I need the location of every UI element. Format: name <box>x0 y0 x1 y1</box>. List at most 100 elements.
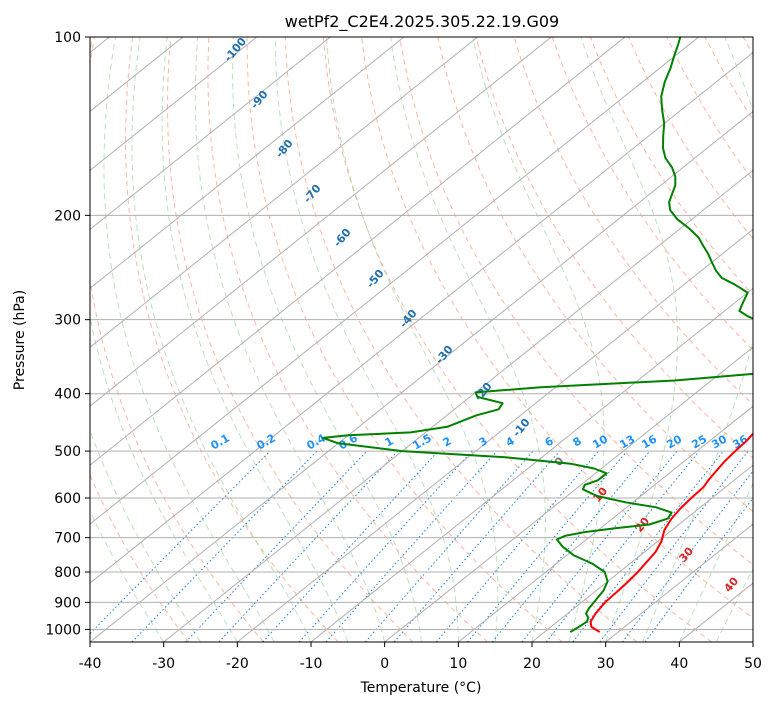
mixing-ratio-label: 1 <box>383 434 396 449</box>
mixing-ratio-line <box>90 450 271 635</box>
moist-adiabat-line <box>194 37 386 642</box>
dry-adiabat-line <box>246 37 563 642</box>
moist-adiabat-line <box>390 37 546 642</box>
y-tick-label: 300 <box>54 313 81 329</box>
profiles <box>321 37 753 633</box>
mixing-ratio-label: 1.5 <box>411 431 434 452</box>
isotherm-line <box>384 346 753 642</box>
dry-adiabat-line <box>0 37 4 642</box>
mixing-ratio-lines <box>90 450 753 642</box>
moist-adiabat-line <box>90 37 238 642</box>
mixing-ratio-line <box>185 450 368 642</box>
mixing-ratio-line <box>436 450 599 642</box>
isotherm-line <box>310 287 753 642</box>
isotherm-line <box>90 37 552 407</box>
mixing-ratio-label: 20 <box>664 432 684 451</box>
x-tick-label: -30 <box>152 656 175 672</box>
dry-adiabat-line <box>437 37 753 513</box>
dry-adiabat-line <box>124 37 339 642</box>
isobars <box>90 37 753 630</box>
isotherm-line <box>90 37 257 172</box>
dry-adiabat-line <box>399 37 753 566</box>
dry-adiabat-label: -80 <box>273 137 296 161</box>
plot-frame <box>89 36 754 643</box>
dry-adiabat-line <box>551 37 753 351</box>
y-axis: 100 200 300 400 500 600 700 800 900 1000 <box>45 30 90 638</box>
moist-adiabat-line <box>642 37 753 642</box>
mixing-ratio-label: 30 <box>709 432 729 451</box>
mixing-ratio-label: 0.4 <box>305 431 329 452</box>
mixing-ratio-line <box>364 450 534 642</box>
moist-adiabat-line <box>715 567 753 642</box>
isotherm-line <box>90 37 699 525</box>
x-tick-label: 30 <box>597 656 615 672</box>
isotherm-line <box>90 37 331 230</box>
mixing-ratio-line <box>621 470 753 642</box>
moist-adiabat-line <box>472 37 605 642</box>
dry-adiabat-label: -60 <box>331 226 354 250</box>
x-tick-label: 20 <box>523 656 541 672</box>
x-axis-title: Temperature (°C) <box>360 680 482 696</box>
moist-adiabat-line <box>161 37 349 642</box>
dry-adiabat-label: -90 <box>248 88 271 112</box>
moist-adiabats <box>90 37 753 642</box>
mixing-ratio-line <box>218 450 399 642</box>
isotherm-line <box>90 110 753 642</box>
moist-adiabat-line <box>678 482 753 642</box>
dry-adiabat-label: -70 <box>301 182 324 206</box>
moist-adiabat-line <box>232 37 422 642</box>
isotherms <box>90 37 753 642</box>
isotherm-line <box>752 641 753 642</box>
dry-adiabat-label: -30 <box>433 343 456 367</box>
mixing-ratio-line <box>325 450 498 642</box>
mixing-ratio-label: 0.1 <box>209 431 232 452</box>
mixing-ratio-line <box>491 450 651 642</box>
isotherm-line <box>163 169 753 642</box>
dry-adiabat-line <box>704 37 753 121</box>
temperature-profile <box>589 432 753 633</box>
y-tick-label: 400 <box>54 387 81 403</box>
mixing-ratio-line <box>545 450 700 642</box>
dry-adiabat-line <box>284 37 638 642</box>
mixing-ratio-line <box>298 450 473 642</box>
mixing-ratio-label: 13 <box>617 433 637 452</box>
dewpoint-profile <box>321 37 753 633</box>
dry-adiabat-line <box>475 37 753 459</box>
dry-adiabat-line <box>742 37 753 56</box>
y-tick-label: 100 <box>54 30 81 46</box>
moist-adiabat-line <box>580 37 678 642</box>
x-tick-label: 10 <box>449 656 467 672</box>
dry-adiabat-line <box>322 37 713 642</box>
mixing-ratio-label: 0.2 <box>255 431 278 452</box>
isotherm-line <box>90 37 478 348</box>
dry-adiabat-label: -40 <box>397 307 420 331</box>
x-tick-label: 0 <box>380 656 389 672</box>
dry-adiabat-line <box>90 473 190 642</box>
y-tick-label: 700 <box>54 531 81 547</box>
dry-adiabats <box>0 37 753 642</box>
dry-adiabat-line <box>207 37 488 642</box>
mixing-ratio-label: 25 <box>689 433 709 452</box>
mixing-ratio-label: 36 <box>730 432 750 451</box>
x-tick-label: 50 <box>744 656 762 672</box>
y-tick-label: 600 <box>54 491 81 507</box>
dry-adiabat-label: 30 <box>676 544 696 564</box>
isotherm-line <box>531 464 753 642</box>
mixing-ratio-line <box>521 450 678 642</box>
x-tick-label: 40 <box>670 656 688 672</box>
x-axis: -40 -30 -20 -10 0 10 20 30 40 50 <box>79 642 762 672</box>
y-axis-title: Pressure (hPa) <box>12 290 28 390</box>
y-tick-label: 200 <box>54 208 81 224</box>
mixing-ratio-label: 8 <box>571 434 584 449</box>
mixing-ratio-line <box>262 450 439 642</box>
mixing-ratio-label: 2 <box>441 434 454 449</box>
y-tick-label: 800 <box>54 565 81 581</box>
x-tick-label: -10 <box>300 656 323 672</box>
chart-title: wetPf2_C2E4.2025.305.22.19.G09 <box>285 12 559 32</box>
dry-adiabat-line <box>589 37 753 296</box>
mixing-ratio-line <box>131 450 318 642</box>
mixing-ratio-line <box>393 450 561 642</box>
y-tick-label: 500 <box>54 444 81 460</box>
dry-adiabat-label: -50 <box>364 267 387 291</box>
